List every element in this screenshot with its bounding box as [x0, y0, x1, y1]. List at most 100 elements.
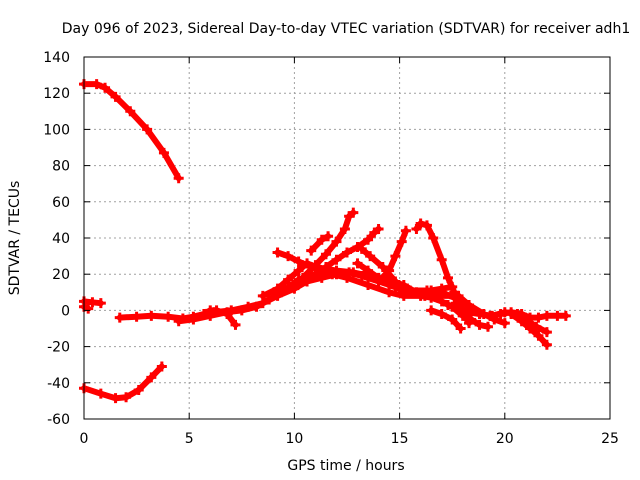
data-point — [243, 301, 254, 312]
data-point — [274, 287, 285, 298]
data-point — [396, 236, 407, 247]
data-point — [461, 307, 472, 318]
y-tick-label: -60 — [47, 412, 70, 428]
data-point — [272, 247, 283, 258]
data-point — [100, 82, 111, 93]
data-point — [415, 218, 426, 229]
data-point — [173, 173, 184, 184]
y-tick-label: 140 — [43, 50, 70, 66]
data-point — [173, 316, 184, 327]
y-tick-label: 80 — [52, 159, 70, 175]
data-point — [320, 261, 331, 272]
data-point — [91, 79, 102, 90]
x-tick-label: 20 — [496, 431, 514, 447]
series-line — [274, 249, 315, 270]
data-point — [560, 310, 571, 321]
x-axis-label: GPS time / hours — [287, 458, 404, 474]
data-point — [516, 316, 527, 327]
data-point — [541, 339, 552, 350]
grid — [84, 57, 610, 419]
data-point — [209, 307, 220, 318]
data-point — [363, 280, 374, 291]
data-point — [474, 309, 485, 320]
y-tick-label: -40 — [47, 376, 70, 392]
series-sat-k — [272, 247, 317, 272]
data-point — [421, 220, 432, 231]
data-point — [552, 310, 563, 321]
data-point — [453, 303, 464, 314]
data-point — [482, 321, 493, 332]
data-point — [110, 393, 121, 404]
data-point — [297, 272, 308, 283]
data-point — [436, 296, 447, 307]
data-point — [390, 251, 401, 262]
data-point — [474, 319, 485, 330]
data-point — [142, 124, 153, 135]
data-series — [79, 79, 571, 404]
data-point — [306, 261, 317, 272]
data-point — [293, 265, 304, 276]
data-point — [464, 318, 475, 329]
data-point — [310, 269, 321, 280]
data-point — [428, 233, 439, 243]
data-point — [283, 251, 294, 262]
data-point — [146, 372, 157, 383]
data-point — [95, 388, 106, 399]
data-point — [363, 234, 374, 245]
series-sat-i — [274, 207, 359, 298]
data-point — [133, 385, 144, 396]
data-point — [411, 223, 422, 234]
data-point — [131, 311, 142, 322]
data-point — [283, 274, 294, 285]
data-point — [342, 247, 352, 258]
data-point — [405, 287, 416, 298]
y-axis-label: SDTVAR / TECUs — [7, 181, 23, 296]
data-point — [533, 312, 544, 323]
data-point — [146, 310, 157, 321]
data-point — [339, 223, 350, 234]
data-point — [506, 309, 517, 320]
data-point — [394, 283, 405, 294]
series-line — [81, 81, 182, 182]
x-tick-label: 5 — [185, 431, 194, 447]
data-point — [400, 225, 411, 236]
series-sat-q — [426, 305, 466, 334]
series-sat-b — [79, 361, 167, 404]
data-point — [426, 305, 437, 316]
data-point — [323, 231, 334, 242]
data-point — [447, 314, 458, 325]
data-point — [316, 272, 327, 283]
data-point — [377, 261, 388, 272]
series-sat-l — [306, 231, 334, 256]
data-point — [285, 281, 296, 292]
data-point — [125, 106, 136, 117]
data-point — [426, 292, 437, 303]
data-point — [356, 243, 367, 254]
x-tick-label: 10 — [285, 431, 303, 447]
data-point — [121, 392, 132, 403]
data-point — [95, 298, 106, 309]
chart-title: Day 096 of 2023, Sidereal Day-to-day VTE… — [62, 21, 630, 37]
data-point — [348, 207, 359, 218]
data-point — [331, 254, 342, 265]
data-point — [442, 299, 453, 310]
data-point — [455, 323, 466, 334]
data-point — [156, 361, 167, 372]
data-point — [163, 311, 174, 322]
y-tick-label: -20 — [47, 340, 70, 356]
y-tick-label: 60 — [52, 195, 70, 211]
data-point — [83, 303, 94, 314]
data-point — [384, 265, 395, 276]
data-point — [415, 290, 426, 301]
x-tick-label: 15 — [391, 431, 409, 447]
data-point — [114, 312, 125, 323]
x-tick-label: 25 — [601, 431, 619, 447]
data-point — [487, 310, 498, 321]
data-point — [436, 283, 447, 294]
data-point — [525, 323, 536, 334]
series-sat-j — [310, 223, 384, 280]
data-point — [449, 287, 460, 298]
data-point — [331, 265, 342, 276]
data-point — [87, 297, 98, 308]
data-point — [188, 314, 199, 325]
